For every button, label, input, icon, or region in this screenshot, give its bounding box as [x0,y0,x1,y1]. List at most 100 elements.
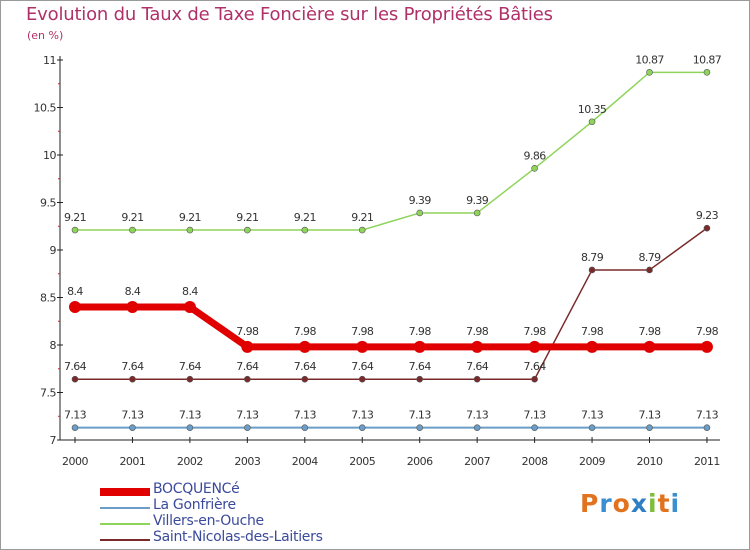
data-label: 7.13 [179,409,202,422]
data-label: 8.79 [581,251,604,264]
y-tick-label: 8 [50,339,57,352]
data-label: 10.35 [578,103,607,116]
legend-label: La Gonfrière [153,497,236,513]
y-tick-label: 9 [50,244,57,257]
data-label: 7.13 [466,409,489,422]
data-label: 9.23 [696,209,719,222]
data-point [358,375,366,383]
data-point [186,375,194,383]
data-point [588,424,596,431]
data-label: 7.13 [294,409,317,422]
data-label: 7.98 [696,325,719,338]
data-label: 9.21 [64,211,86,224]
y-tick-label: 9.5 [40,197,56,210]
data-point [301,226,309,234]
data-label: 7.64 [121,360,144,373]
data-label: 7.13 [696,409,719,422]
data-point [126,301,139,313]
data-label: 7.98 [409,325,432,338]
data-label: 7.13 [409,409,432,422]
data-label: 9.39 [466,194,489,207]
data-label: 7.64 [64,360,87,373]
legend-label: Saint-Nicolas-des-Laitiers [153,529,323,545]
data-point [646,69,653,76]
data-point [301,375,309,383]
data-point [471,340,484,353]
data-point [241,340,254,353]
data-point [186,424,194,431]
data-point [244,424,251,431]
data-label: 9.86 [524,149,547,162]
legend-swatch [100,523,150,525]
data-point [531,375,538,383]
data-point [244,375,251,383]
data-point [183,301,196,313]
logo-letter: i [670,489,681,518]
data-point [528,340,541,353]
data-point [186,226,194,234]
data-point [71,226,79,234]
y-tick-label: 10.5 [34,102,57,115]
data-point [301,424,309,431]
data-label: 7.13 [121,409,144,422]
data-point [703,424,711,431]
data-label: 7.64 [466,360,489,373]
data-point [416,209,424,217]
y-tick-label: 8.5 [40,292,56,305]
data-label: 7.64 [179,360,202,373]
data-point [71,424,79,431]
data-point [416,375,424,383]
data-label: 7.64 [294,360,317,373]
x-tick-label: 2003 [234,455,260,468]
y-tick-label: 11 [43,54,56,67]
data-label: 8.79 [638,251,661,264]
data-label: 9.21 [121,211,143,224]
data-label: 8.4 [125,285,141,298]
data-label: 7.98 [351,325,374,338]
data-label: 8.4 [67,285,83,298]
data-point [531,424,538,431]
legend-label: BOCQUENCé [153,481,240,497]
data-label: 7.13 [581,409,604,422]
data-label: 7.13 [64,409,87,422]
data-label: 7.13 [524,409,547,422]
data-label: 10.87 [635,53,664,66]
data-point [473,209,481,217]
data-label: 7.13 [351,409,374,422]
x-tick-label: 2008 [522,455,548,468]
data-point [298,340,311,353]
legend-swatch [100,507,150,509]
data-point [129,424,136,431]
logo-letter: r [599,489,613,518]
chart-title: Evolution du Taux de Taxe Foncière sur l… [26,4,553,25]
data-label: 9.21 [294,211,316,224]
data-label: 7.64 [351,360,374,373]
y-tick-label: 10 [43,149,56,162]
data-point [646,424,653,431]
data-label: 7.13 [638,409,661,422]
data-label: 7.98 [581,325,604,338]
logo-letter: x [630,489,648,518]
data-point [531,165,538,172]
data-point [588,266,596,274]
data-point [358,226,366,234]
logo-letter: P [580,489,600,518]
data-point [129,375,136,383]
data-point [413,340,426,353]
logo-letter: o [612,489,631,518]
x-tick-label: 2005 [349,455,375,468]
data-label: 7.64 [409,360,432,373]
x-tick-label: 2011 [694,455,720,468]
chart-subtitle: (en %) [27,29,64,42]
data-label: 7.98 [524,325,547,338]
data-point [129,226,136,234]
x-tick-label: 2006 [407,455,433,468]
legend-label: Villers-en-Ouche [153,513,264,529]
data-point [700,340,713,353]
data-label: 9.21 [179,211,201,224]
x-tick-label: 2004 [292,455,318,468]
data-label: 9.21 [351,211,373,224]
data-label: 9.39 [409,194,432,207]
x-tick-label: 2001 [119,455,145,468]
